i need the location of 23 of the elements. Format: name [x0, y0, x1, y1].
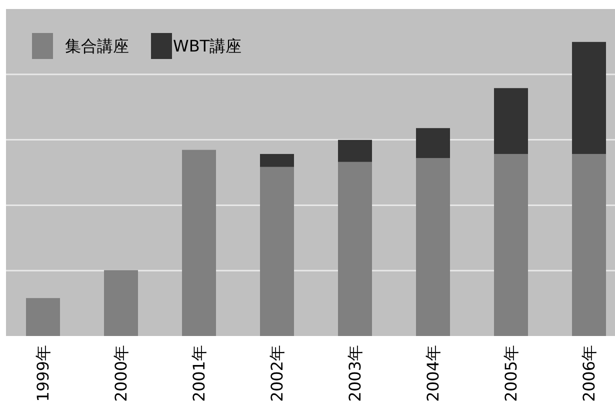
bar [338, 162, 372, 336]
bar [26, 298, 60, 336]
bar [260, 166, 294, 336]
x-tick-label: 2000年 [112, 345, 130, 402]
x-tick-label: 2001年 [190, 345, 208, 402]
bar [338, 140, 372, 162]
bar [572, 154, 606, 336]
bar [260, 154, 294, 167]
bar [494, 154, 528, 336]
x-tick-label: 1999年 [34, 345, 52, 402]
x-tick-label: 2005年 [502, 345, 520, 402]
bar [494, 88, 528, 154]
bar [104, 270, 138, 336]
legend-label: 集合講座 [65, 36, 129, 56]
x-tick-label: 2002年 [268, 345, 286, 402]
legend-label: WBT講座 [173, 36, 242, 56]
x-tick-label: 2004年 [424, 345, 442, 402]
bar [416, 158, 450, 336]
x-tick-label: 2006年 [580, 345, 598, 402]
bar [416, 128, 450, 158]
bar [182, 150, 216, 336]
x-tick-label: 2003年 [346, 345, 364, 402]
bar [572, 42, 606, 154]
